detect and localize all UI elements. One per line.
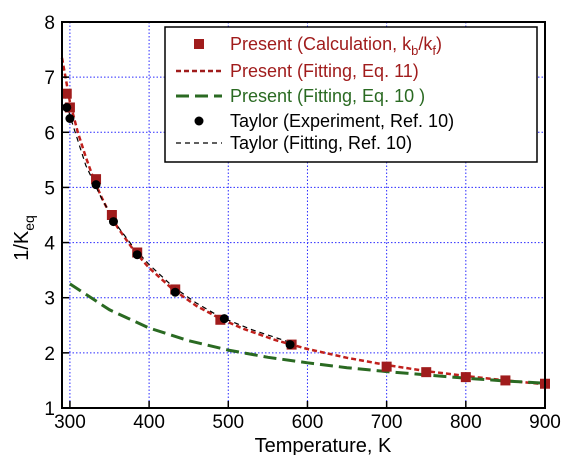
legend-entry-label: Present (Calculation, kb/kf) bbox=[230, 34, 442, 58]
y-tick-label: 3 bbox=[44, 289, 55, 310]
plot-frame bbox=[61, 21, 546, 409]
data-point-square bbox=[106, 210, 117, 220]
legend-entry-label: Taylor (Experiment, Ref. 10) bbox=[230, 111, 454, 131]
data-point-dot bbox=[170, 287, 180, 297]
legend-marker-dot bbox=[194, 116, 204, 126]
data-point-square bbox=[460, 372, 471, 383]
data-point-square bbox=[381, 361, 392, 372]
data-point-square bbox=[91, 174, 102, 185]
data-point-dot bbox=[219, 314, 229, 324]
legend-box bbox=[164, 26, 538, 163]
data-point-dot bbox=[285, 340, 295, 350]
legend-entry-label: Taylor (Fitting, Ref. 10) bbox=[230, 133, 412, 153]
data-point-dot bbox=[108, 217, 118, 227]
y-tick-label: 7 bbox=[44, 68, 55, 89]
data-point-dot bbox=[132, 250, 142, 260]
data-point-square bbox=[500, 375, 511, 386]
legend-entry-label: Present (Fitting, Eq. 10 ) bbox=[230, 86, 425, 106]
x-tick-label: 900 bbox=[529, 412, 561, 433]
x-tick-label: 400 bbox=[133, 412, 165, 433]
legend-entry-label: Present (Fitting, Eq. 11) bbox=[230, 61, 419, 81]
y-tick-label: 6 bbox=[44, 123, 55, 144]
y-axis-label-main: 1/K bbox=[11, 230, 33, 261]
data-point-dot bbox=[91, 180, 101, 190]
data-point-square bbox=[421, 367, 432, 378]
legend: Present (Calculation, kb/kf) Present (Fit… bbox=[164, 26, 538, 163]
data-point-dot bbox=[65, 114, 75, 123]
legend-marker-square bbox=[194, 39, 204, 49]
series-line bbox=[69, 282, 546, 385]
y-tick-label: 4 bbox=[44, 234, 55, 255]
y-tick-label: 1 bbox=[44, 399, 55, 420]
data-point-dot bbox=[62, 102, 72, 112]
y-tick-label: 8 bbox=[44, 13, 55, 34]
y-tick-label: 2 bbox=[44, 344, 55, 365]
series-line bbox=[60, 57, 546, 386]
y-axis-label-sub: eq bbox=[21, 215, 37, 231]
data-point-square bbox=[61, 88, 72, 99]
tick-layer: 300 400 500 600 700 800 900 1 2 3 4 5 6 7 8 bbox=[44, 13, 560, 433]
x-tick-label: 600 bbox=[292, 412, 324, 433]
x-tick-label: 700 bbox=[371, 412, 403, 433]
y-axis-label: 1/Keq bbox=[11, 215, 37, 261]
x-axis-label: Temperature, K bbox=[255, 435, 392, 455]
y-tick-label: 5 bbox=[44, 178, 55, 199]
x-tick-label: 300 bbox=[54, 412, 86, 433]
x-tick-label: 500 bbox=[212, 412, 244, 433]
x-tick-label: 800 bbox=[450, 412, 482, 433]
